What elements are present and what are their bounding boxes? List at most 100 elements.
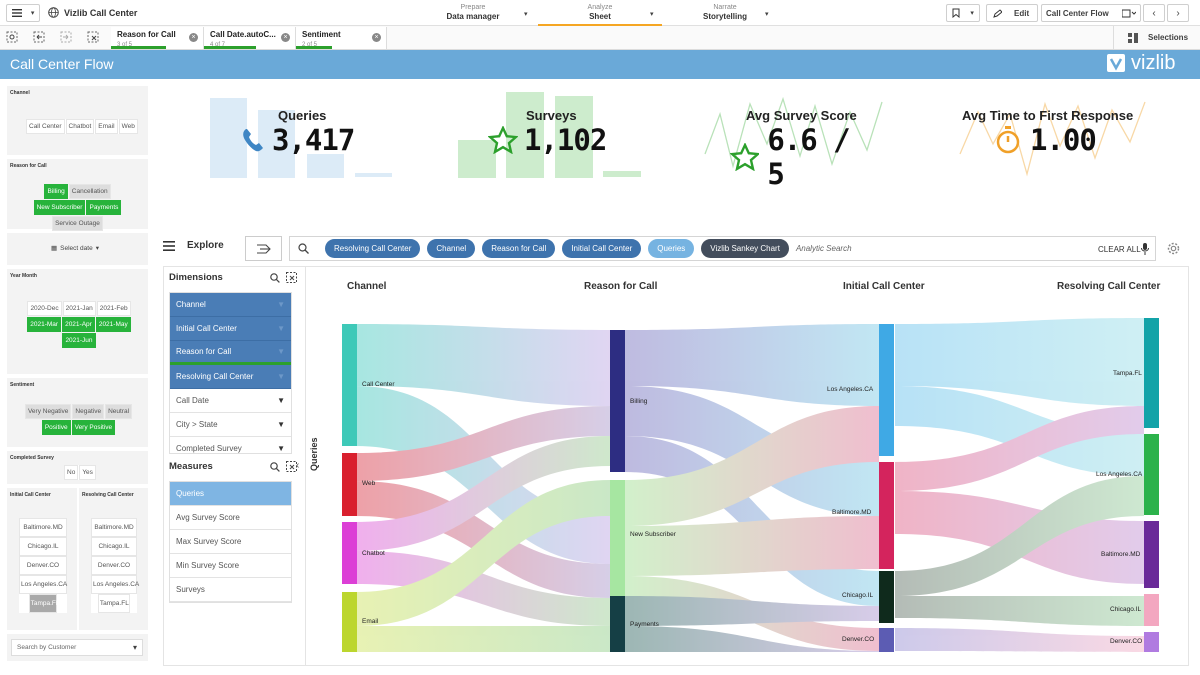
step-forward-icon[interactable]	[60, 31, 72, 43]
sankey-node-resolving-tampa[interactable]	[1144, 318, 1159, 428]
sheet-selector[interactable]: Call Center Flow	[1041, 4, 1141, 22]
chevron-down-icon[interactable]: ▾	[650, 11, 654, 18]
dimension-completed-survey[interactable]: Completed Survey ▼	[170, 437, 291, 453]
filter-option[interactable]: 2021-Jun	[62, 333, 96, 348]
filter-option[interactable]: Tampa.FL	[28, 594, 60, 613]
menu-button[interactable]: ▾	[6, 4, 40, 22]
smart-search-icon[interactable]	[6, 31, 18, 43]
pill-resolving-call-center[interactable]: Resolving Call Center	[325, 239, 421, 258]
chevron-down-icon[interactable]: ▾	[765, 11, 769, 18]
previous-sheet-button[interactable]: ‹	[1143, 4, 1165, 22]
measure-surveys[interactable]: Surveys	[170, 578, 291, 602]
filter-option[interactable]: 2021-Feb	[96, 301, 131, 316]
nav-narrate[interactable]: Narrate Storytelling	[695, 3, 755, 21]
pill-channel[interactable]: Channel	[427, 239, 476, 258]
sankey-node-payments[interactable]	[610, 596, 625, 652]
filter-option[interactable]: 2021-Mar	[27, 317, 62, 332]
filter-option[interactable]: No	[64, 465, 79, 480]
clear-all-button[interactable]: CLEAR ALL	[1098, 245, 1141, 254]
filter-option[interactable]: Billing	[44, 184, 68, 199]
filter-option[interactable]: Service Outage	[52, 216, 103, 231]
measure-max-survey-score[interactable]: Max Survey Score	[170, 530, 291, 554]
explore-toggle[interactable]: Explore	[163, 240, 224, 251]
sankey-node-resolving-denver[interactable]	[1144, 632, 1159, 652]
selection-chip-reason[interactable]: Reason for Call 3 of 5 ×	[111, 27, 204, 49]
sankey-node-call-center[interactable]	[342, 324, 357, 446]
close-icon[interactable]: ×	[281, 33, 290, 42]
sankey-node-new-subscriber[interactable]	[610, 480, 625, 596]
sankey-node-initial-chicago[interactable]	[879, 571, 894, 623]
selection-chip-sentiment[interactable]: Sentiment 2 of 5 ×	[296, 27, 387, 49]
sankey-node-initial-los-angeles[interactable]	[879, 324, 894, 456]
clear-selection-icon[interactable]	[286, 461, 297, 472]
filter-option[interactable]: 2021-May	[95, 317, 131, 332]
filter-option[interactable]: Neutral	[105, 404, 133, 419]
filter-option[interactable]: Denver.CO	[91, 556, 137, 575]
filter-option[interactable]: Chatbot	[65, 119, 95, 134]
date-picker[interactable]: ▦ Select date ▾	[51, 244, 99, 253]
filter-option[interactable]: Los Angeles.CA	[91, 575, 139, 594]
filter-pane-button[interactable]	[245, 236, 282, 261]
measure-avg-survey-score[interactable]: Avg Survey Score	[170, 506, 291, 530]
sankey-node-resolving-baltimore[interactable]	[1144, 521, 1159, 588]
filter-option[interactable]: 2021-Apr	[62, 317, 95, 332]
selection-chip-call-date[interactable]: Call Date.autoC... 4 of 7 ×	[204, 27, 296, 49]
dimension-call-date[interactable]: Call Date ▼	[170, 389, 291, 413]
search-icon[interactable]	[270, 272, 280, 283]
measure-min-survey-score[interactable]: Min Survey Score	[170, 554, 291, 578]
next-sheet-button[interactable]: ›	[1167, 4, 1189, 22]
sankey-node-email[interactable]	[342, 592, 357, 652]
dimension-resolving-call-center[interactable]: Resolving Call Center ▼	[170, 365, 291, 389]
filter-option[interactable]: 2021-Jan	[62, 301, 96, 316]
filter-option[interactable]: 2020-Dec	[27, 301, 62, 316]
bookmark-button[interactable]: ▾	[946, 4, 980, 22]
collapse-panel-icon[interactable]: ‹	[296, 460, 300, 471]
filter-option[interactable]: Cancellation	[68, 184, 111, 199]
pill-initial-call-center[interactable]: Initial Call Center	[562, 239, 642, 258]
filter-option[interactable]: Chicago.IL	[91, 537, 137, 556]
sankey-node-resolving-los-angeles[interactable]	[1144, 434, 1159, 515]
sankey-node-initial-denver[interactable]	[879, 628, 894, 652]
filter-option[interactable]: Tampa.FL	[97, 594, 131, 613]
filter-option[interactable]: Positive	[41, 420, 71, 435]
filter-option[interactable]: Payments	[86, 200, 122, 215]
edit-button[interactable]: Edit	[986, 4, 1038, 22]
dimension-reason-for-call[interactable]: Reason for Call ▼	[170, 341, 291, 365]
dimension-city-state[interactable]: City > State ▼	[170, 413, 291, 437]
sankey-node-billing[interactable]	[610, 330, 625, 472]
clear-selection-icon[interactable]	[286, 272, 297, 283]
nav-prepare[interactable]: Prepare Data manager	[445, 3, 501, 21]
customer-search-dropdown[interactable]: Search by Customer ▾	[11, 639, 143, 656]
filter-option[interactable]: Very Negative	[24, 404, 72, 419]
step-back-icon[interactable]	[33, 31, 45, 43]
selections-tool-button[interactable]: Selections	[1113, 26, 1200, 49]
filter-option[interactable]: Web	[118, 119, 138, 134]
nav-analyze[interactable]: Analyze Sheet	[538, 3, 662, 26]
pill-queries[interactable]: Queries	[648, 239, 695, 258]
filter-option[interactable]: Baltimore.MD	[91, 518, 137, 537]
sankey-node-chatbot[interactable]	[342, 522, 357, 584]
sankey-node-web[interactable]	[342, 453, 357, 516]
filter-option[interactable]: Call Center	[26, 119, 65, 134]
filter-option[interactable]: Los Angeles.CA	[19, 575, 67, 594]
clear-selections-icon[interactable]	[87, 31, 99, 43]
filter-option[interactable]: Baltimore.MD	[19, 518, 67, 537]
measure-queries[interactable]: Queries	[170, 482, 291, 506]
sankey-node-initial-baltimore[interactable]	[879, 462, 894, 569]
filter-option[interactable]: Denver.CO	[19, 556, 67, 575]
pill-reason-for-call[interactable]: Reason for Call	[482, 239, 556, 258]
filter-option[interactable]: Email	[95, 119, 118, 134]
filter-option[interactable]: Negative	[72, 404, 105, 419]
microphone-icon[interactable]	[1141, 243, 1149, 255]
settings-gear-icon[interactable]	[1167, 242, 1180, 255]
filter-option[interactable]: Yes	[79, 465, 96, 480]
close-icon[interactable]: ×	[372, 33, 381, 42]
dimension-channel[interactable]: Channel ▼	[170, 293, 291, 317]
analytic-search-bar[interactable]: Resolving Call Center Channel Reason for…	[289, 236, 1156, 261]
filter-option[interactable]: Very Positive	[71, 420, 116, 435]
pill-vizlib-sankey-chart[interactable]: Vizlib Sankey Chart	[701, 239, 789, 258]
close-icon[interactable]: ×	[189, 33, 198, 42]
search-icon[interactable]	[270, 461, 280, 472]
filter-option[interactable]: Chicago.IL	[19, 537, 67, 556]
filter-option[interactable]: New Subscriber	[33, 200, 86, 215]
